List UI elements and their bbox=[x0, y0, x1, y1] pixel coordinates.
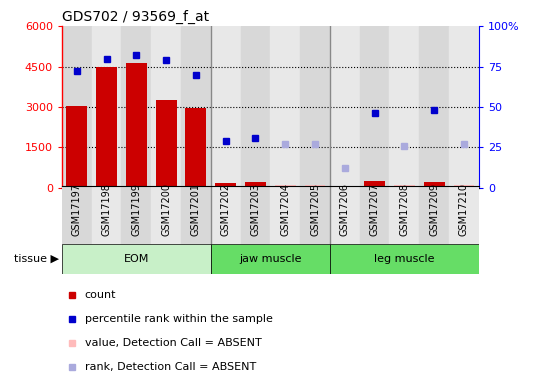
Bar bbox=[211, 244, 330, 274]
Bar bbox=[270, 186, 300, 244]
Text: jaw muscle: jaw muscle bbox=[239, 254, 302, 264]
Text: GDS702 / 93569_f_at: GDS702 / 93569_f_at bbox=[62, 10, 209, 24]
Text: rank, Detection Call = ABSENT: rank, Detection Call = ABSENT bbox=[85, 362, 256, 372]
Bar bbox=[270, 26, 300, 188]
Bar bbox=[335, 187, 355, 188]
Text: count: count bbox=[85, 290, 116, 300]
Bar bbox=[240, 26, 270, 188]
Bar bbox=[62, 244, 211, 274]
Bar bbox=[96, 67, 117, 188]
Text: leg muscle: leg muscle bbox=[374, 254, 435, 264]
Bar bbox=[275, 185, 296, 188]
Bar bbox=[240, 186, 270, 244]
Bar bbox=[66, 105, 87, 188]
Text: tissue ▶: tissue ▶ bbox=[14, 254, 59, 264]
Bar bbox=[181, 186, 211, 244]
Bar bbox=[300, 186, 330, 244]
Bar bbox=[360, 186, 390, 244]
Bar bbox=[330, 26, 360, 188]
Bar bbox=[245, 182, 266, 188]
Bar bbox=[62, 26, 91, 188]
Bar bbox=[390, 186, 419, 244]
Bar bbox=[419, 186, 449, 244]
Text: EOM: EOM bbox=[124, 254, 149, 264]
Text: percentile rank within the sample: percentile rank within the sample bbox=[85, 314, 273, 324]
Bar bbox=[122, 186, 151, 244]
Bar bbox=[151, 26, 181, 188]
Bar bbox=[211, 186, 240, 244]
Bar bbox=[151, 186, 181, 244]
Bar bbox=[424, 182, 444, 188]
Bar bbox=[181, 26, 211, 188]
Bar bbox=[390, 26, 419, 188]
Bar bbox=[215, 183, 236, 188]
Bar bbox=[330, 186, 360, 244]
Bar bbox=[186, 108, 206, 188]
Bar bbox=[419, 26, 449, 188]
Bar bbox=[211, 26, 240, 188]
Bar bbox=[364, 181, 385, 188]
Bar bbox=[449, 26, 479, 188]
Bar bbox=[394, 185, 415, 188]
Bar bbox=[126, 63, 147, 188]
Bar bbox=[360, 26, 390, 188]
Bar bbox=[91, 26, 122, 188]
Bar bbox=[454, 185, 475, 188]
Bar bbox=[91, 186, 122, 244]
Bar bbox=[122, 26, 151, 188]
Bar bbox=[300, 26, 330, 188]
Bar bbox=[155, 100, 176, 188]
Bar bbox=[62, 186, 91, 244]
Bar bbox=[305, 185, 325, 188]
Bar bbox=[330, 244, 479, 274]
Bar bbox=[449, 186, 479, 244]
Text: value, Detection Call = ABSENT: value, Detection Call = ABSENT bbox=[85, 338, 261, 348]
